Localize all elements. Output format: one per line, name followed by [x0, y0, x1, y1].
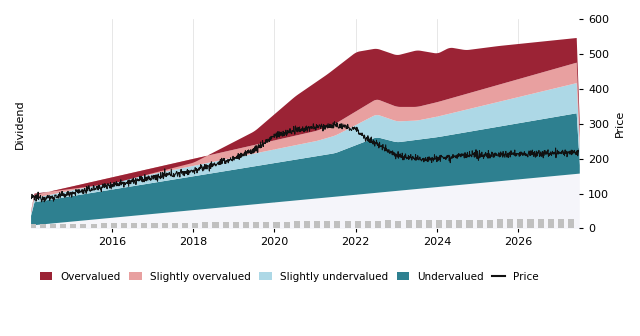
- Bar: [396, 220, 401, 228]
- Bar: [385, 220, 391, 228]
- Bar: [304, 221, 310, 228]
- Bar: [568, 218, 574, 228]
- Bar: [527, 219, 534, 228]
- Bar: [152, 223, 157, 228]
- Bar: [253, 222, 259, 228]
- Bar: [446, 220, 452, 228]
- Bar: [100, 223, 107, 228]
- Bar: [416, 220, 422, 228]
- Bar: [406, 220, 412, 228]
- Bar: [223, 222, 228, 228]
- Bar: [90, 224, 97, 228]
- Bar: [324, 221, 330, 228]
- Bar: [477, 220, 483, 228]
- Bar: [355, 221, 361, 228]
- Bar: [182, 223, 188, 228]
- Bar: [141, 223, 147, 228]
- Bar: [202, 222, 209, 228]
- Bar: [273, 222, 280, 228]
- Bar: [121, 223, 127, 228]
- Bar: [375, 220, 381, 228]
- Bar: [29, 224, 36, 228]
- Bar: [426, 220, 432, 228]
- Bar: [467, 220, 472, 228]
- Bar: [263, 222, 269, 228]
- Bar: [334, 221, 340, 228]
- Bar: [162, 223, 168, 228]
- Bar: [50, 224, 56, 228]
- Y-axis label: Price: Price: [615, 110, 625, 137]
- Bar: [497, 219, 503, 228]
- Bar: [172, 223, 178, 228]
- Bar: [40, 224, 46, 228]
- Bar: [192, 223, 198, 228]
- Bar: [436, 220, 442, 228]
- Legend: Overvalued, Slightly overvalued, Slightly undervalued, Undervalued, Price: Overvalued, Slightly overvalued, Slightl…: [36, 268, 543, 286]
- Bar: [507, 219, 513, 228]
- Bar: [344, 221, 351, 228]
- Bar: [538, 219, 544, 228]
- Bar: [548, 219, 554, 228]
- Bar: [131, 223, 137, 228]
- Bar: [314, 221, 320, 228]
- Bar: [284, 221, 290, 228]
- Y-axis label: Dividend: Dividend: [15, 99, 25, 149]
- Bar: [81, 224, 86, 228]
- Bar: [365, 221, 371, 228]
- Bar: [233, 222, 239, 228]
- Bar: [456, 220, 463, 228]
- Bar: [294, 221, 300, 228]
- Bar: [70, 224, 76, 228]
- Bar: [517, 219, 524, 228]
- Bar: [60, 224, 66, 228]
- Bar: [111, 223, 117, 228]
- Bar: [558, 219, 564, 228]
- Bar: [487, 219, 493, 228]
- Bar: [212, 222, 218, 228]
- Bar: [243, 222, 249, 228]
